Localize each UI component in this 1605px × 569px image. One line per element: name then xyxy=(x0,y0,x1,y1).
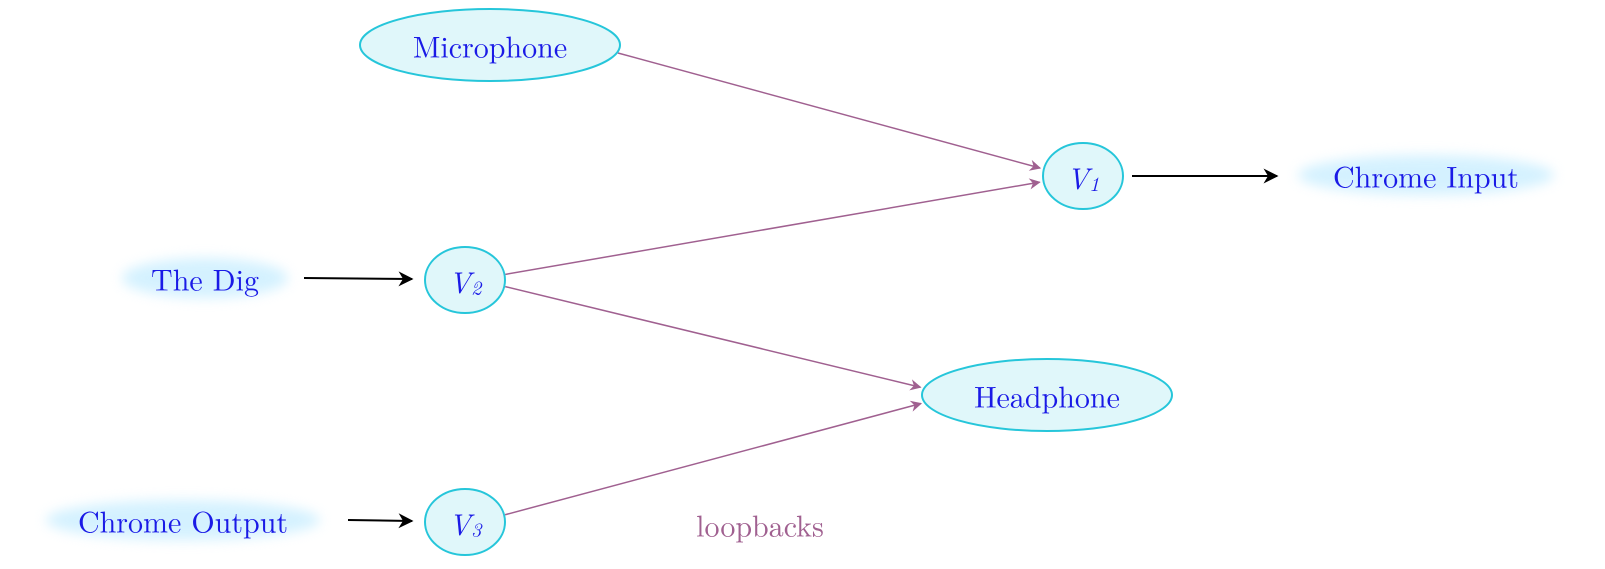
label-chrome_output: Chrome Output xyxy=(78,499,288,542)
label-the_dig: The Dig xyxy=(151,257,259,300)
edge-dig-v2 xyxy=(304,278,412,279)
audio-routing-diagram: loopbacksMicrophoneV1V2HeadphoneV3The Di… xyxy=(0,0,1605,569)
label-chrome_input: Chrome Input xyxy=(1333,154,1519,197)
edge-co-v3 xyxy=(348,520,412,521)
node-microphone-label: Microphone xyxy=(413,24,567,67)
edge-mic-v1 xyxy=(618,53,1040,168)
edge-v2-hp xyxy=(505,287,920,388)
loopbacks-label: loopbacks xyxy=(696,503,824,546)
node-headphone-label: Headphone xyxy=(974,374,1120,417)
edge-v3-hp xyxy=(505,404,921,515)
edge-v2-v1 xyxy=(505,182,1039,274)
